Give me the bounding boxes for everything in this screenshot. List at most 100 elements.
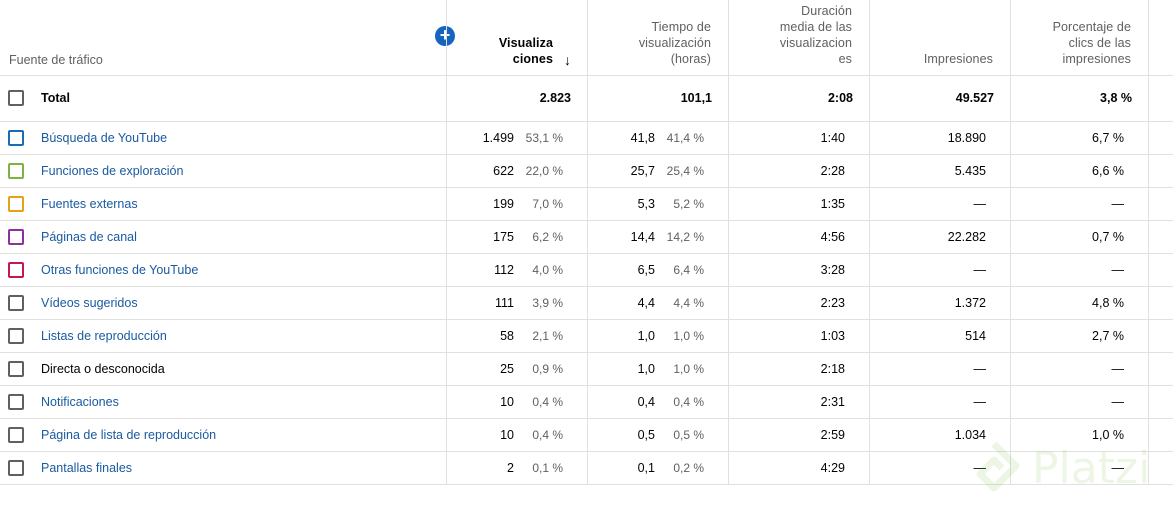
row-avg-duration: 1:03 xyxy=(820,329,845,343)
row-hours-cell: 41,8 41,4 % xyxy=(587,122,728,154)
row-views-percent: 7,0 % xyxy=(532,197,563,211)
row-avg-cell: 1:35 xyxy=(728,188,869,220)
row-ctr-cell: 6,6 % xyxy=(1010,155,1148,187)
header-ctr[interactable]: Porcentaje de clics de las impresiones xyxy=(1052,20,1131,66)
table-row: Pantallas finales 2 0,1 % 0,1 0,2 % 4:29… xyxy=(0,452,1173,485)
total-label-cell: Total xyxy=(0,76,446,121)
row-views-percent: 0,4 % xyxy=(532,428,563,442)
row-checkbox[interactable] xyxy=(8,460,24,476)
traffic-source-link[interactable]: Listas de reproducción xyxy=(41,329,167,343)
header-views-cell[interactable]: Visualiza ciones ↓ xyxy=(446,0,587,75)
row-source-cell: Notificaciones xyxy=(0,386,446,418)
row-watch-hours: 0,1 xyxy=(637,461,655,475)
row-watch-hours: 0,4 xyxy=(637,395,655,409)
row-source-cell: Funciones de exploración xyxy=(0,155,446,187)
row-avg-cell: 1:40 xyxy=(728,122,869,154)
row-impressions-cell: 1.372 xyxy=(869,287,1010,319)
row-checkbox[interactable] xyxy=(8,328,24,344)
header-watch-time[interactable]: Tiempo de visualización (horas) xyxy=(638,20,711,66)
traffic-source-link[interactable]: Página de lista de reproducción xyxy=(41,428,217,442)
row-checkbox[interactable] xyxy=(8,229,24,245)
row-avg-duration: 2:18 xyxy=(820,362,845,376)
header-avg-duration[interactable]: Duración media de las visualizacion es xyxy=(779,4,852,66)
row-views: 622 xyxy=(493,164,514,178)
row-views: 25 xyxy=(500,362,514,376)
row-hours-percent: 1,0 % xyxy=(673,362,704,376)
table-header: Fuente de tráfico + Visualiza ciones ↓ T… xyxy=(0,0,1173,76)
row-ctr: 4,8 % xyxy=(1092,296,1124,310)
row-views-cell: 199 7,0 % xyxy=(446,188,587,220)
row-ctr-cell: 2,7 % xyxy=(1010,320,1148,352)
row-hours-cell: 0,4 0,4 % xyxy=(587,386,728,418)
row-avg-cell: 4:29 xyxy=(728,452,869,484)
row-checkbox[interactable] xyxy=(8,262,24,278)
row-checkbox[interactable] xyxy=(8,361,24,377)
table-row: Páginas de canal 175 6,2 % 14,4 14,2 % 4… xyxy=(0,221,1173,254)
row-source-cell: Pantallas finales xyxy=(0,452,446,484)
row-spacer xyxy=(1148,419,1173,451)
row-avg-duration: 1:40 xyxy=(820,131,845,145)
row-avg-cell: 1:03 xyxy=(728,320,869,352)
header-views[interactable]: Visualiza ciones xyxy=(498,36,553,66)
row-source-cell: Directa o desconocida xyxy=(0,353,446,385)
row-ctr: 6,6 % xyxy=(1092,164,1124,178)
row-views-cell: 1.499 53,1 % xyxy=(446,122,587,154)
sort-descending-icon[interactable]: ↓ xyxy=(564,52,571,68)
row-hours-cell: 0,5 0,5 % xyxy=(587,419,728,451)
row-ctr-cell: 4,8 % xyxy=(1010,287,1148,319)
total-ctr-cell: 3,8 % xyxy=(1010,76,1148,121)
row-checkbox[interactable] xyxy=(8,163,24,179)
row-views-percent: 6,2 % xyxy=(532,230,563,244)
row-ctr-cell: — xyxy=(1010,452,1148,484)
traffic-source-link[interactable]: Fuentes externas xyxy=(41,197,138,211)
row-checkbox[interactable] xyxy=(8,130,24,146)
traffic-source-link[interactable]: Vídeos sugeridos xyxy=(41,296,138,310)
row-hours-percent: 5,2 % xyxy=(673,197,704,211)
traffic-source-link[interactable]: Otras funciones de YouTube xyxy=(41,263,199,277)
row-avg-duration: 2:31 xyxy=(820,395,845,409)
row-views: 58 xyxy=(500,329,514,343)
table-row: Página de lista de reproducción 10 0,4 %… xyxy=(0,419,1173,452)
header-impressions[interactable]: Impresiones xyxy=(923,52,993,66)
table-row: Otras funciones de YouTube 112 4,0 % 6,5… xyxy=(0,254,1173,287)
traffic-source-link[interactable]: Búsqueda de YouTube xyxy=(41,131,168,145)
row-source-cell: Listas de reproducción xyxy=(0,320,446,352)
total-impressions-cell: 49.527 xyxy=(869,76,1010,121)
row-checkbox[interactable] xyxy=(8,394,24,410)
traffic-source-link[interactable]: Funciones de exploración xyxy=(41,164,184,178)
header-ctr-cell[interactable]: Porcentaje de clics de las impresiones xyxy=(1010,0,1148,75)
row-spacer xyxy=(1148,122,1173,154)
traffic-source-link[interactable]: Pantallas finales xyxy=(41,461,133,475)
row-checkbox[interactable] xyxy=(8,295,24,311)
total-checkbox[interactable] xyxy=(8,90,24,106)
traffic-source-link[interactable]: Notificaciones xyxy=(41,395,119,409)
row-hours-percent: 0,2 % xyxy=(673,461,704,475)
row-views-cell: 58 2,1 % xyxy=(446,320,587,352)
row-impressions: 1.034 xyxy=(954,428,986,442)
row-views: 175 xyxy=(493,230,514,244)
header-watch-time-cell[interactable]: Tiempo de visualización (horas) xyxy=(587,0,728,75)
row-impressions: — xyxy=(973,263,987,277)
row-avg-duration: 1:35 xyxy=(820,197,845,211)
row-impressions: — xyxy=(973,395,987,409)
row-spacer xyxy=(1148,254,1173,286)
row-views: 10 xyxy=(500,428,514,442)
row-watch-hours: 1,0 xyxy=(637,362,655,376)
row-checkbox[interactable] xyxy=(8,427,24,443)
row-views-cell: 112 4,0 % xyxy=(446,254,587,286)
row-ctr: — xyxy=(1111,362,1125,376)
traffic-source-link[interactable]: Páginas de canal xyxy=(41,230,137,244)
row-watch-hours: 25,7 xyxy=(630,164,655,178)
row-spacer xyxy=(1148,221,1173,253)
add-metric-button[interactable]: + xyxy=(435,26,455,46)
row-views: 112 xyxy=(494,263,514,277)
row-source-cell: Fuentes externas xyxy=(0,188,446,220)
row-impressions: 5.435 xyxy=(954,164,986,178)
row-views-percent: 3,9 % xyxy=(532,296,563,310)
row-source-cell: Vídeos sugeridos xyxy=(0,287,446,319)
header-avg-duration-cell[interactable]: Duración media de las visualizacion es xyxy=(728,0,869,75)
row-avg-cell: 2:31 xyxy=(728,386,869,418)
header-impressions-cell[interactable]: Impresiones xyxy=(869,0,1010,75)
row-checkbox[interactable] xyxy=(8,196,24,212)
row-source-cell: Otras funciones de YouTube xyxy=(0,254,446,286)
